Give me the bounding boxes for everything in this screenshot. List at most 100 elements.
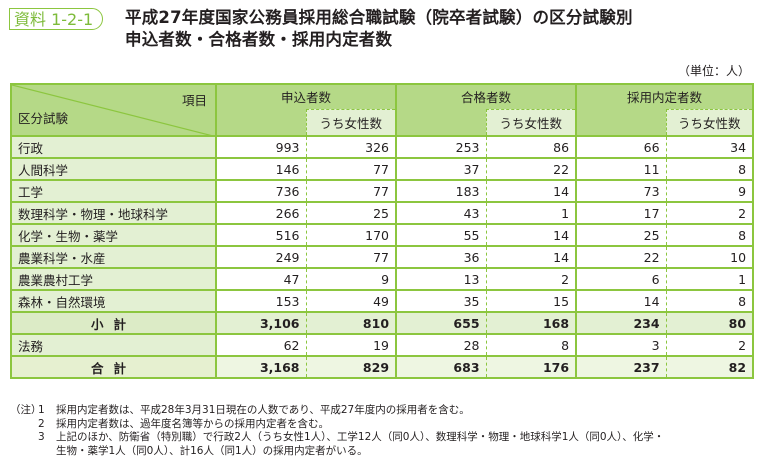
cell-value: 8 xyxy=(485,333,577,356)
cell-value: 3,106 xyxy=(215,311,306,334)
cell-value: 25 xyxy=(305,201,397,224)
note-number: 2 xyxy=(38,417,45,430)
cell-value: 176 xyxy=(485,355,577,378)
diagonal-line xyxy=(12,85,217,137)
cell-value: 19 xyxy=(305,333,397,356)
row-label: 農業科学・水産 xyxy=(11,245,216,268)
cell-value: 683 xyxy=(395,355,487,378)
cell-value: 15 xyxy=(485,289,577,312)
cell-value: 829 xyxy=(305,355,397,378)
cell-value: 80 xyxy=(665,311,754,334)
note-number: 1 xyxy=(38,404,45,416)
cell-value: 993 xyxy=(215,135,306,158)
row-label: 行政 xyxy=(11,135,216,158)
cell-value: 168 xyxy=(485,311,577,334)
applicants-female-subheader: うち女性数 xyxy=(305,108,397,136)
group-header-passers: 合格者数 xyxy=(395,84,577,109)
passers-total-subheader xyxy=(395,109,487,136)
total-row: 合計 3,168 829 683 176 237 82 xyxy=(11,355,754,378)
note-text: 生物・薬学1人（同0人）、計16人（同1人）の採用内定者がいる。 xyxy=(56,444,368,457)
cell-value: 237 xyxy=(575,355,667,378)
cell-value: 2 xyxy=(665,333,754,356)
cell-value: 36 xyxy=(395,245,487,268)
footnote-continuation: 生物・薬学1人（同0人）、計16人（同1人）の採用内定者がいる。 xyxy=(10,445,756,459)
cell-value: 22 xyxy=(575,245,667,268)
document-badge: 資料 1-2-1 xyxy=(9,8,103,30)
cell-value: 14 xyxy=(485,179,577,202)
title-line-1: 平成27年度国家公務員採用総合職試験（院卒者試験）の区分試験別 xyxy=(125,8,633,27)
cell-value: 82 xyxy=(665,355,754,378)
corner-item-label: 項目 xyxy=(181,93,207,108)
cell-value: 25 xyxy=(575,223,667,246)
corner-header-cell: 項目 区分試験 xyxy=(11,84,217,137)
cell-value: 810 xyxy=(305,311,397,334)
footnotes: （注） 1 採用内定者数は、平成28年3月31日現在の人数であり、平成27年度内… xyxy=(10,404,756,458)
cell-value: 9 xyxy=(665,179,754,202)
footnote: 2 採用内定者数は、過年度名簿等からの採用内定者を含む。 xyxy=(10,418,756,432)
table-row: 数理科学・物理・地球科学 266 25 43 1 17 2 xyxy=(11,201,754,224)
page-title: 平成27年度国家公務員採用総合職試験（院卒者試験）の区分試験別 申込者数・合格者… xyxy=(125,7,633,51)
cell-value: 6 xyxy=(575,267,667,290)
subtotal-row: 小計 3,106 810 655 168 234 80 xyxy=(11,311,754,334)
cell-value: 655 xyxy=(395,311,487,334)
note-prefix: （注） xyxy=(10,404,42,416)
group-header-applicants: 申込者数 xyxy=(214,84,397,109)
table-row: 化学・生物・薬学 516 170 55 14 25 8 xyxy=(11,223,754,246)
cell-value: 37 xyxy=(395,157,487,180)
cell-value: 34 xyxy=(665,135,754,158)
cell-value: 35 xyxy=(395,289,487,312)
note-text: 上記のほか、防衛省（特別職）で行政2人（うち女性1人）、工学12人（同0人）、数… xyxy=(56,431,665,443)
cell-value: 43 xyxy=(395,201,487,224)
cell-value: 62 xyxy=(215,333,306,356)
row-label: 法務 xyxy=(11,333,216,356)
total-label: 合計 xyxy=(11,355,216,378)
cell-value: 73 xyxy=(575,179,667,202)
row-label: 工学 xyxy=(11,179,216,202)
cell-value: 516 xyxy=(215,223,306,246)
cell-value: 170 xyxy=(305,223,397,246)
footnote: 3 上記のほか、防衛省（特別職）で行政2人（うち女性1人）、工学12人（同0人）… xyxy=(10,431,756,445)
cell-value: 17 xyxy=(575,201,667,224)
row-label: 化学・生物・薬学 xyxy=(11,223,216,246)
row-label: 森林・自然環境 xyxy=(11,289,216,312)
cell-value: 14 xyxy=(575,289,667,312)
note-text: 採用内定者数は、過年度名簿等からの採用内定者を含む。 xyxy=(56,417,329,430)
cell-value: 77 xyxy=(305,179,397,202)
passers-female-subheader: うち女性数 xyxy=(485,108,577,136)
cell-value: 2 xyxy=(665,201,754,224)
cell-value: 234 xyxy=(575,311,667,334)
cell-value: 736 xyxy=(215,179,306,202)
group-header-offers: 採用内定者数 xyxy=(575,84,754,109)
row-label: 農業農村工学 xyxy=(11,267,216,290)
cell-value: 13 xyxy=(395,267,487,290)
table-row: 農業農村工学 47 9 13 2 6 1 xyxy=(11,267,754,290)
cell-value: 146 xyxy=(215,157,306,180)
cell-value: 8 xyxy=(665,223,754,246)
row-label: 数理科学・物理・地球科学 xyxy=(11,201,216,224)
table-row: 人間科学 146 77 37 22 11 8 xyxy=(11,157,754,180)
table-row: 法務 62 19 28 8 3 2 xyxy=(11,333,754,356)
table-row: 農業科学・水産 249 77 36 14 22 10 xyxy=(11,245,754,268)
cell-value: 1 xyxy=(485,201,577,224)
cell-value: 11 xyxy=(575,157,667,180)
note-number: 3 xyxy=(38,431,45,443)
cell-value: 77 xyxy=(305,157,397,180)
cell-value: 266 xyxy=(215,201,306,224)
cell-value: 86 xyxy=(485,135,577,158)
corner-category-label: 区分試験 xyxy=(18,111,69,126)
table-row: 行政 993 326 253 86 66 34 xyxy=(11,135,754,158)
cell-value: 153 xyxy=(215,289,306,312)
cell-value: 253 xyxy=(395,135,487,158)
unit-label: （単位：人） xyxy=(677,64,750,78)
table-row: 工学 736 77 183 14 73 9 xyxy=(11,179,754,202)
cell-value: 49 xyxy=(305,289,397,312)
offers-female-subheader: うち女性数 xyxy=(665,108,754,136)
cell-value: 3 xyxy=(575,333,667,356)
cell-value: 55 xyxy=(395,223,487,246)
cell-value: 14 xyxy=(485,245,577,268)
cell-value: 9 xyxy=(305,267,397,290)
cell-value: 1 xyxy=(665,267,754,290)
cell-value: 183 xyxy=(395,179,487,202)
cell-value: 8 xyxy=(665,289,754,312)
cell-value: 22 xyxy=(485,157,577,180)
